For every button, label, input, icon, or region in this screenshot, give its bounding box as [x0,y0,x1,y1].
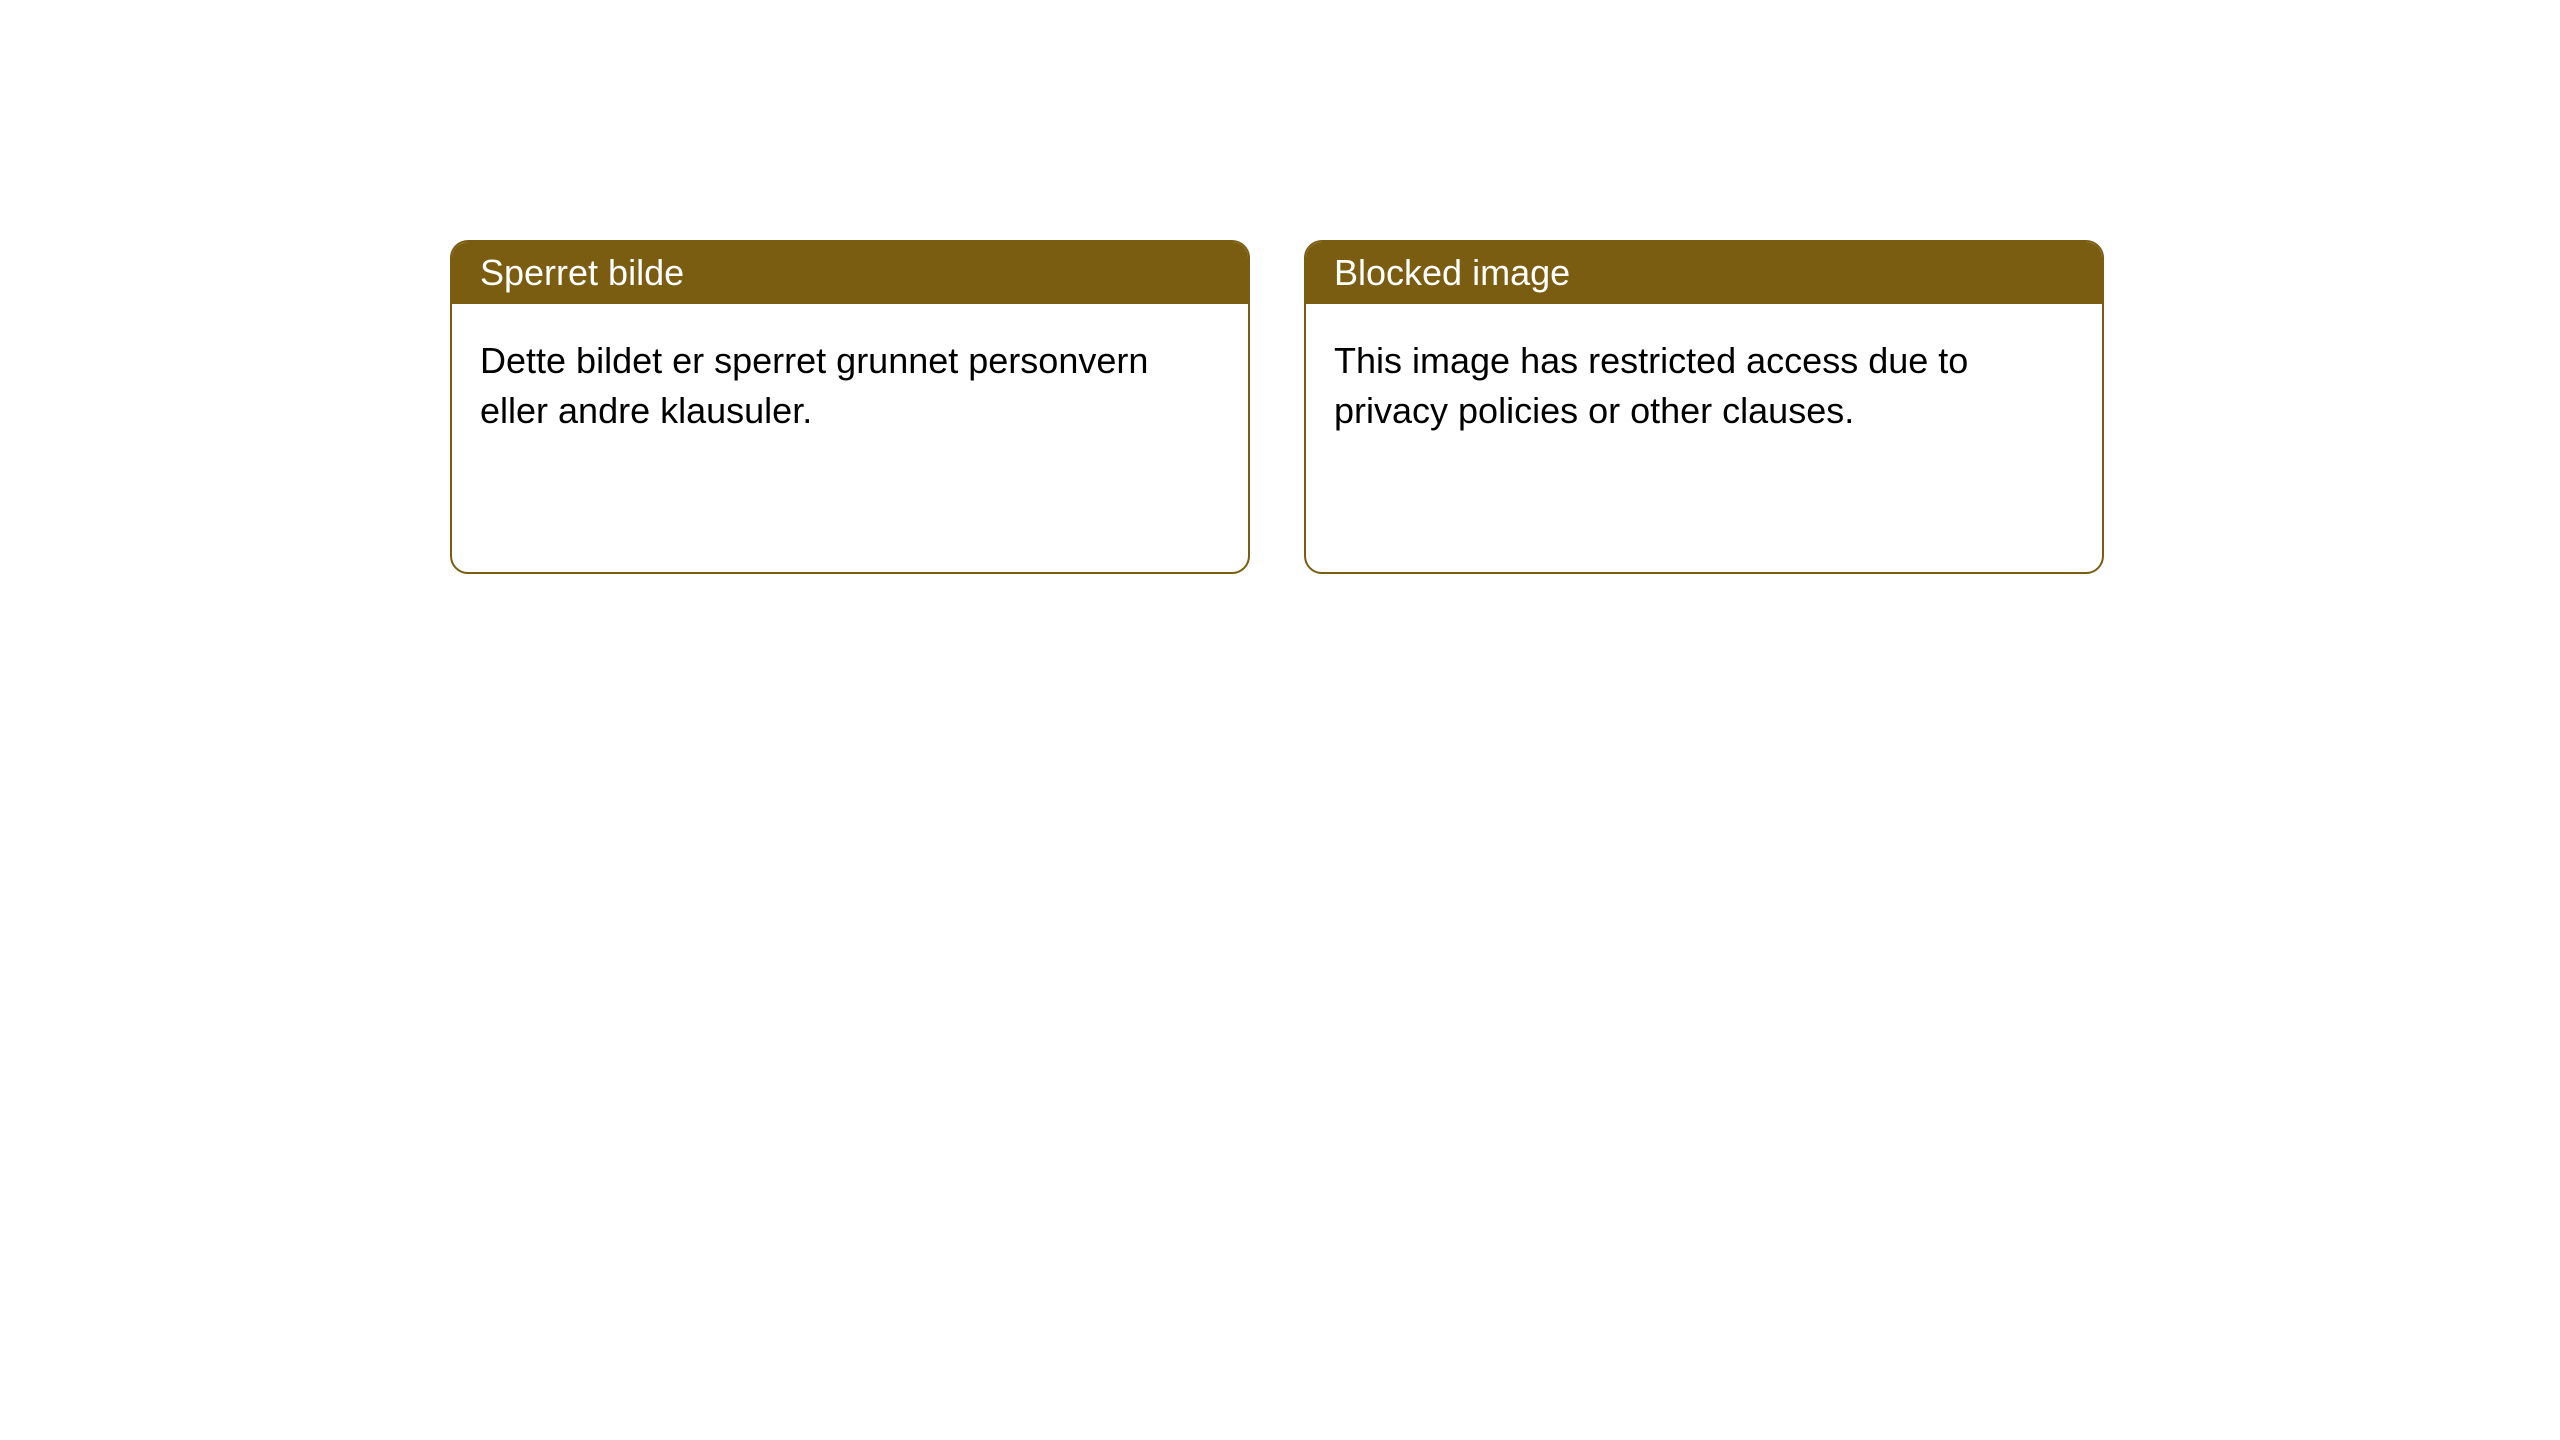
notice-body: Dette bildet er sperret grunnet personve… [452,304,1248,469]
notice-card-norwegian: Sperret bilde Dette bildet er sperret gr… [450,240,1250,574]
notice-body: This image has restricted access due to … [1306,304,2102,469]
notice-header: Blocked image [1306,242,2102,304]
notice-card-english: Blocked image This image has restricted … [1304,240,2104,574]
notice-container: Sperret bilde Dette bildet er sperret gr… [0,0,2560,574]
notice-header: Sperret bilde [452,242,1248,304]
